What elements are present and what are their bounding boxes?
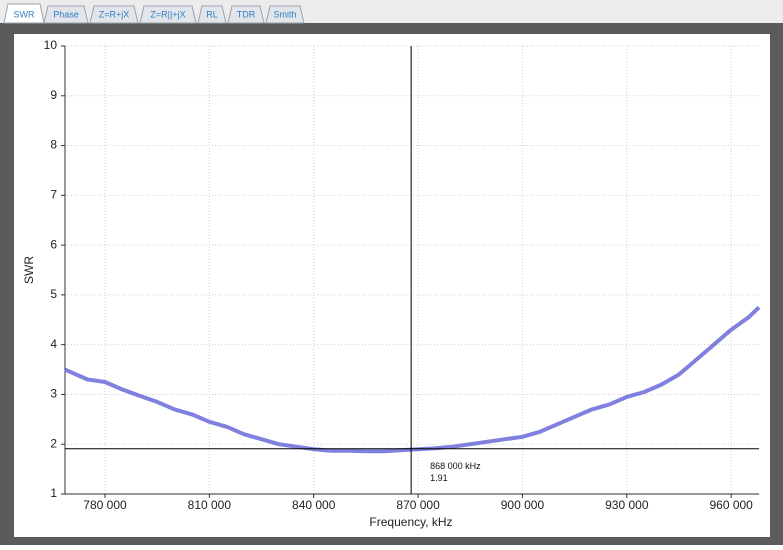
tab-label[interactable]: SWR: [14, 9, 35, 19]
y-axis-label: SWR: [22, 256, 36, 284]
tab-label[interactable]: RL: [206, 9, 218, 19]
y-tick-label: 8: [50, 138, 57, 152]
tab[interactable]: [3, 3, 45, 24]
tab[interactable]: [227, 5, 265, 24]
x-tick-label: 810 000: [188, 498, 232, 512]
x-tick-label: 900 000: [501, 498, 545, 512]
tab[interactable]: [89, 5, 139, 24]
tab[interactable]: [139, 5, 197, 24]
tab-label[interactable]: Z=R+jX: [99, 9, 130, 19]
tab-label[interactable]: Smith: [273, 9, 296, 19]
x-tick-label: 870 000: [396, 498, 440, 512]
x-tick-label: 840 000: [292, 498, 336, 512]
tab[interactable]: [43, 5, 89, 24]
cursor-y-label: 1.91: [430, 473, 448, 483]
y-tick-label: 6: [50, 237, 57, 251]
x-axis-label: Frequency, kHz: [369, 515, 452, 529]
tab-label[interactable]: Phase: [53, 9, 79, 19]
tab[interactable]: [265, 5, 305, 24]
y-tick-label: 2: [50, 436, 57, 450]
tab[interactable]: [197, 5, 227, 24]
y-tick-label: 4: [50, 337, 57, 351]
y-tick-label: 3: [50, 387, 57, 401]
y-tick-label: 5: [50, 287, 57, 301]
y-tick-label: 9: [50, 88, 57, 102]
x-tick-label: 780 000: [83, 498, 127, 512]
tab-label[interactable]: TDR: [237, 9, 256, 19]
x-tick-label: 960 000: [709, 498, 753, 512]
plot-panel: [14, 34, 770, 537]
tab-label[interactable]: Z=R||+jX: [150, 9, 185, 19]
cursor-x-label: 868 000 kHz: [430, 461, 481, 471]
y-tick-label: 10: [44, 38, 58, 52]
y-tick-label: 1: [50, 486, 57, 500]
y-tick-label: 7: [50, 188, 57, 202]
x-tick-label: 930 000: [605, 498, 649, 512]
